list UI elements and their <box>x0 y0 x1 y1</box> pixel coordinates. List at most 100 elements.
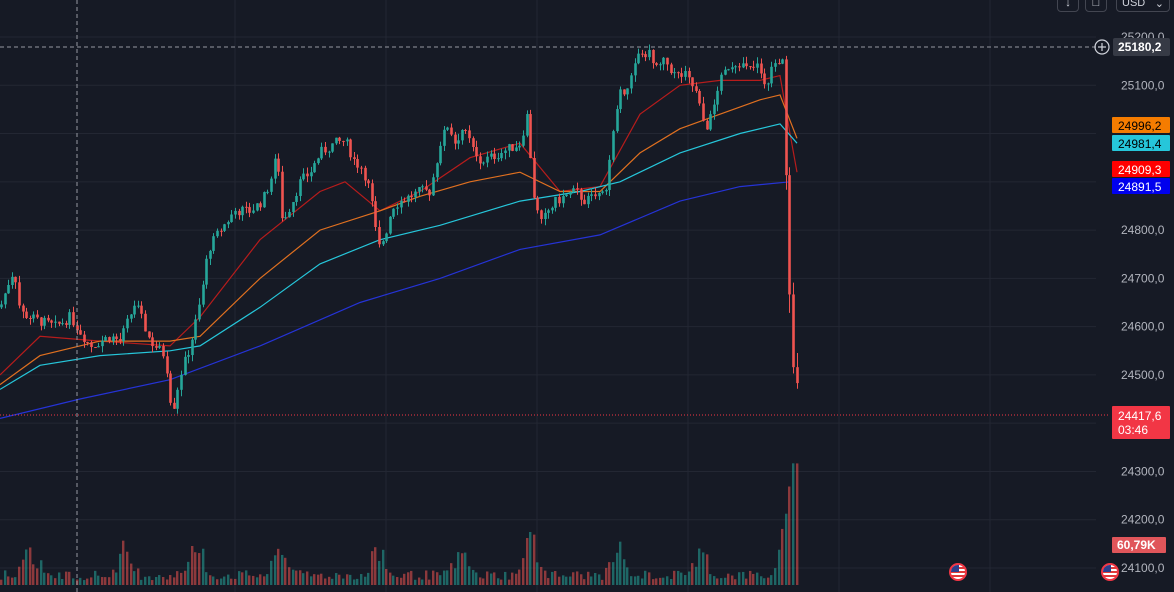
candle-body[interactable] <box>601 191 604 193</box>
candle-body[interactable] <box>684 71 687 77</box>
candle-body[interactable] <box>720 74 723 91</box>
candle-body[interactable] <box>40 317 43 326</box>
candle-body[interactable] <box>738 66 741 68</box>
candle-body[interactable] <box>47 317 50 321</box>
candle-body[interactable] <box>526 114 529 136</box>
candle-body[interactable] <box>608 159 611 190</box>
candle-body[interactable] <box>770 66 773 84</box>
candle-body[interactable] <box>61 323 64 325</box>
candle-body[interactable] <box>616 109 619 132</box>
candle-body[interactable] <box>583 199 586 205</box>
candle-body[interactable] <box>454 134 457 144</box>
candle-body[interactable] <box>22 305 25 312</box>
candle-body[interactable] <box>486 156 489 163</box>
candle-body[interactable] <box>781 59 784 64</box>
us-flag-icon[interactable] <box>949 563 967 581</box>
candle-body[interactable] <box>400 200 403 208</box>
download-button[interactable]: ↓ <box>1057 0 1079 12</box>
candle-body[interactable] <box>745 63 748 67</box>
candle-body[interactable] <box>58 321 61 324</box>
candle-body[interactable] <box>86 342 89 344</box>
candle-body[interactable] <box>497 158 500 160</box>
candlesticks[interactable] <box>0 44 799 414</box>
candle-body[interactable] <box>313 163 316 173</box>
candle-body[interactable] <box>176 389 179 409</box>
candle-body[interactable] <box>540 210 543 220</box>
candle-body[interactable] <box>774 63 777 67</box>
candle-body[interactable] <box>198 304 201 320</box>
candle-body[interactable] <box>360 167 363 169</box>
candle-body[interactable] <box>457 140 460 144</box>
candle-body[interactable] <box>626 88 629 95</box>
candle-body[interactable] <box>7 284 10 294</box>
candle-body[interactable] <box>792 294 795 368</box>
candle-body[interactable] <box>522 135 525 146</box>
candle-body[interactable] <box>612 131 615 160</box>
candle-body[interactable] <box>482 162 485 164</box>
candle-body[interactable] <box>716 90 719 105</box>
candle-body[interactable] <box>644 54 647 58</box>
candle-body[interactable] <box>184 356 187 375</box>
candle-body[interactable] <box>389 216 392 234</box>
snapshot-button[interactable]: □ <box>1085 0 1107 12</box>
candle-body[interactable] <box>270 178 273 192</box>
candle-body[interactable] <box>155 346 158 348</box>
candle-body[interactable] <box>536 197 539 211</box>
us-flag-icon[interactable] <box>1101 563 1119 581</box>
candle-body[interactable] <box>212 236 215 251</box>
candle-body[interactable] <box>256 203 259 211</box>
candle-body[interactable] <box>18 282 21 306</box>
candle-body[interactable] <box>54 321 57 323</box>
candle-body[interactable] <box>752 66 755 68</box>
candle-body[interactable] <box>288 211 291 218</box>
candle-body[interactable] <box>698 90 701 104</box>
candle-body[interactable] <box>94 346 97 348</box>
candle-body[interactable] <box>299 179 302 196</box>
candle-body[interactable] <box>356 159 359 168</box>
candle-body[interactable] <box>284 217 287 219</box>
candle-body[interactable] <box>565 194 568 197</box>
candle-body[interactable] <box>641 53 644 55</box>
candle-body[interactable] <box>292 201 295 212</box>
candle-body[interactable] <box>338 137 341 141</box>
candle-body[interactable] <box>594 194 597 197</box>
candle-body[interactable] <box>104 337 107 341</box>
candle-body[interactable] <box>0 304 3 308</box>
candle-body[interactable] <box>68 312 71 325</box>
candle-body[interactable] <box>349 139 352 158</box>
candle-body[interactable] <box>788 175 791 295</box>
candle-body[interactable] <box>407 195 410 202</box>
candle-body[interactable] <box>248 207 251 213</box>
candle-body[interactable] <box>25 311 28 318</box>
candle-body[interactable] <box>346 139 349 142</box>
candle-body[interactable] <box>331 143 334 152</box>
candle-body[interactable] <box>403 200 406 202</box>
candle-body[interactable] <box>392 208 395 217</box>
candle-body[interactable] <box>245 206 248 208</box>
candle-body[interactable] <box>511 144 514 151</box>
candle-body[interactable] <box>234 210 237 215</box>
candle-body[interactable] <box>418 187 421 192</box>
candle-body[interactable] <box>274 158 277 179</box>
candle-body[interactable] <box>65 323 68 325</box>
candle-body[interactable] <box>749 66 752 68</box>
candle-body[interactable] <box>230 214 233 223</box>
candle-body[interactable] <box>263 192 266 208</box>
candle-body[interactable] <box>410 195 413 198</box>
candle-body[interactable] <box>727 69 730 71</box>
candle-body[interactable] <box>634 63 637 76</box>
candle-body[interactable] <box>173 402 176 409</box>
candle-body[interactable] <box>50 320 53 323</box>
candle-body[interactable] <box>115 336 118 339</box>
candle-body[interactable] <box>702 103 705 121</box>
candle-body[interactable] <box>335 137 338 144</box>
candle-body[interactable] <box>324 146 327 153</box>
candle-body[interactable] <box>72 312 75 326</box>
candle-body[interactable] <box>191 339 194 356</box>
candle-body[interactable] <box>439 145 442 164</box>
candle-body[interactable] <box>382 241 385 245</box>
candle-body[interactable] <box>194 319 197 340</box>
currency-select[interactable]: USD ⌄ <box>1116 0 1170 12</box>
candle-body[interactable] <box>428 189 431 196</box>
candle-body[interactable] <box>353 157 356 160</box>
